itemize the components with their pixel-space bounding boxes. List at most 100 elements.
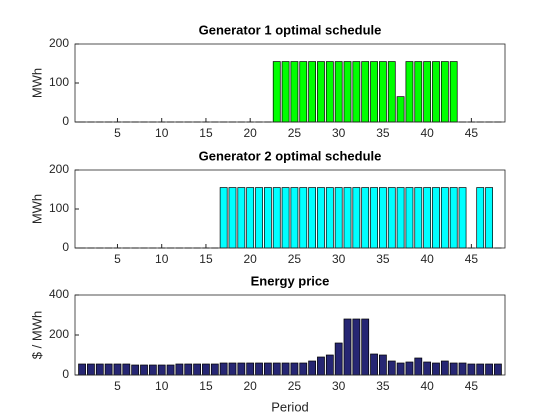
bar [361, 187, 370, 249]
bar [246, 187, 255, 249]
bar [405, 61, 414, 123]
bar [449, 187, 458, 249]
bar [449, 61, 458, 123]
bar [148, 364, 157, 376]
bar [184, 363, 193, 376]
bar [485, 363, 493, 376]
bar [414, 187, 423, 249]
x-tick-label: 35 [376, 379, 390, 393]
bar [281, 61, 290, 123]
bar [423, 61, 432, 123]
bar [131, 364, 140, 376]
bar [290, 362, 299, 376]
bar [193, 363, 201, 376]
bar [317, 356, 325, 376]
y-tick-label: 0 [62, 367, 69, 381]
bar [458, 187, 467, 249]
bar [299, 362, 308, 376]
bar [263, 362, 272, 376]
bar [246, 362, 255, 376]
bar [370, 61, 378, 123]
bar [325, 61, 334, 123]
bar [308, 61, 317, 123]
bar [343, 187, 352, 249]
x-tick-label: 45 [465, 126, 479, 140]
bar [281, 362, 290, 376]
bar [255, 362, 263, 376]
x-tick-label: 20 [244, 126, 258, 140]
bar [494, 363, 502, 376]
bar [352, 318, 361, 376]
bar [290, 61, 299, 123]
bar [272, 61, 281, 123]
bar [414, 357, 423, 376]
bar [343, 61, 352, 123]
bar [263, 187, 272, 249]
x-tick-label: 40 [420, 252, 434, 266]
bar [104, 363, 113, 376]
axes-box [74, 294, 506, 376]
bar [379, 61, 387, 123]
x-tick-label: 5 [114, 379, 121, 393]
bar [290, 187, 299, 249]
axes-box [74, 169, 506, 249]
bar [440, 187, 449, 249]
bar [325, 354, 334, 376]
bar [387, 360, 396, 376]
bar [387, 61, 396, 123]
chart-title: Generator 2 optimal schedule [199, 148, 382, 163]
bar [122, 363, 131, 376]
bar [334, 187, 343, 249]
bar [237, 187, 246, 249]
bar [202, 363, 210, 376]
bar [228, 362, 237, 376]
bar [432, 187, 440, 249]
axes-background [75, 170, 505, 248]
x-tick-label: 20 [244, 252, 258, 266]
y-tick-label: 200 [49, 327, 69, 341]
x-tick-label: 10 [155, 126, 169, 140]
x-tick-label: 5 [114, 252, 121, 266]
bar [432, 362, 440, 376]
bar [87, 363, 95, 376]
bar [255, 187, 263, 249]
y-tick-label: 400 [49, 287, 69, 301]
x-tick-label: 20 [244, 379, 258, 393]
bar [157, 364, 166, 376]
y-axis-label: MWh [29, 68, 44, 98]
bar [405, 361, 414, 376]
bar [370, 187, 378, 249]
bar [308, 187, 317, 249]
bar [467, 363, 476, 376]
x-tick-label: 45 [465, 252, 479, 266]
bar [281, 187, 290, 249]
x-tick-label: 35 [376, 126, 390, 140]
x-tick-label: 40 [420, 126, 434, 140]
bar [396, 96, 405, 123]
bar [299, 61, 308, 123]
bar [228, 187, 237, 249]
bar [449, 362, 458, 376]
chart-title: Energy price [251, 273, 330, 288]
bar [485, 187, 493, 249]
bar [361, 61, 370, 123]
bar [432, 61, 440, 123]
bar [458, 362, 467, 376]
x-tick-label: 25 [288, 379, 302, 393]
bar [423, 361, 432, 376]
y-tick-label: 200 [49, 36, 69, 50]
y-axis-label: $ / MWh [29, 311, 44, 359]
bar [334, 342, 343, 376]
bar [361, 318, 370, 376]
bar [387, 187, 396, 249]
bar [308, 360, 317, 376]
bar [140, 364, 148, 376]
x-tick-label: 15 [199, 252, 213, 266]
x-tick-label: 35 [376, 252, 390, 266]
x-tick-label: 15 [199, 379, 213, 393]
axes-background [75, 295, 505, 375]
x-tick-label: 5 [114, 126, 121, 140]
bar [352, 187, 361, 249]
x-tick-label: 40 [420, 379, 434, 393]
